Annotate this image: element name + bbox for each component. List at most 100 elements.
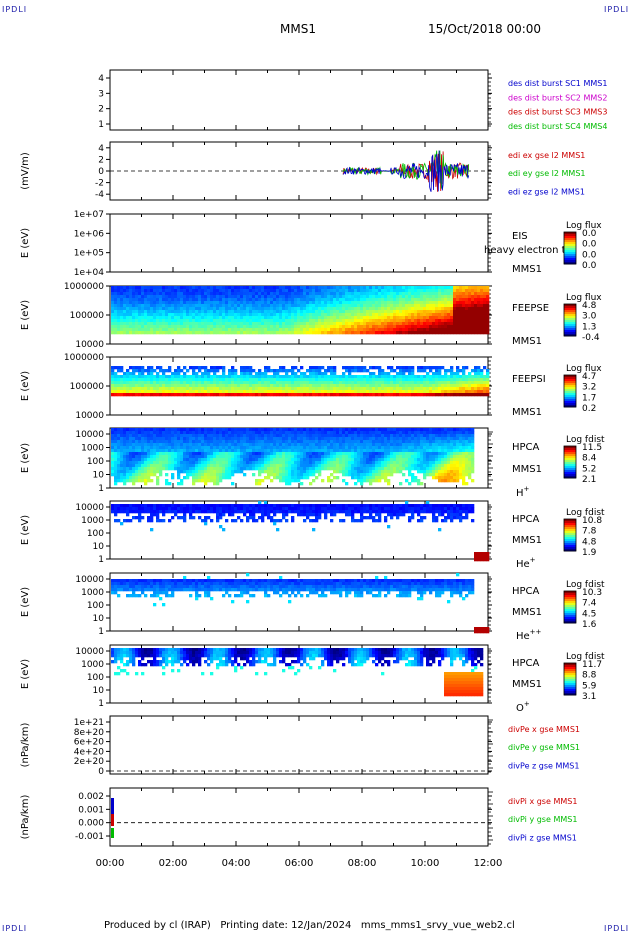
feepse-panel-cell [423,331,427,335]
feepse-panel-cell [306,289,310,293]
feepsi-panel-cell [168,366,172,370]
hpca_h-panel-cell [225,470,229,474]
hpca_h-panel-cell [111,467,115,471]
feepsi-panel-cell [219,378,223,382]
feepse-panel-cell [150,322,154,326]
hpca_h-panel-cell [333,446,337,450]
feepse-panel-cell [291,298,295,302]
hpca_h-panel-cell [345,434,349,438]
hpca_h-panel-cell [207,476,211,480]
hpca_h-panel-cell [360,449,364,453]
feepsi-panel-cell [279,390,283,394]
feepse-panel-cell [120,316,124,320]
feepse-panel-cell [228,295,232,299]
hpca_h-panel-cell [357,434,361,438]
hpca_h-panel-cell [186,461,190,465]
feepse-panel-cell [129,331,133,335]
feepsi-panel-cell [312,372,316,376]
feepse-panel-cell [249,298,253,302]
feepse-panel-cell [306,322,310,326]
hpca_h-panel-cell [297,476,301,480]
feepse-panel-cell [372,319,376,323]
feepsi-panel-colorbar-segment [564,387,576,390]
feepse-panel-cell [171,310,175,314]
feepsi-panel-cell [222,369,226,373]
feepse-panel-cell [249,295,253,299]
feepse-panel-cell [402,328,406,332]
hpca_h-panel-cell [333,461,337,465]
feepsi-panel-cell [285,390,289,394]
feepse-panel-cell [372,298,376,302]
hpca_h-panel-cell [306,455,310,459]
hpca_h-panel-cell [168,482,172,486]
efield-panel-ytick-label: 2 [98,155,104,165]
hpca_h-panel-cell [300,482,304,486]
feepse-panel-cell [165,316,169,320]
feepse-panel-cell [441,316,445,320]
feepsi-panel-cell [330,387,334,391]
hpca_h-panel-cell [204,455,208,459]
hpca_h-panel-cell [216,455,220,459]
hpca_h-panel-cell [195,434,199,438]
hpca_h-panel-cell [240,437,244,441]
feepse-panel-cell [264,301,268,305]
feepsi-panel-cell [417,384,421,388]
feepse-panel-cell [393,328,397,332]
feepse-panel-cell [231,301,235,305]
feepse-panel-cell [375,292,379,296]
feepse-panel-cell [177,325,181,329]
hpca_h-panel-cell [135,440,139,444]
feepsi-panel-cell [237,378,241,382]
feepse-panel-cell [378,319,382,323]
feepsi-panel-cell [294,384,298,388]
hpca_h-panel-cell [309,443,313,447]
feepsi-panel-cell [249,384,253,388]
feepsi-panel-cell [312,369,316,373]
hpca_h-panel-cell [120,467,124,471]
feepse-panel-cell [318,313,322,317]
feepsi-panel-cell [249,381,253,385]
hpca_h-panel-cell [171,452,175,456]
feepse-panel-cell [342,298,346,302]
feepsi-panel-cell [282,384,286,388]
hpca_h-panel-cell [213,458,217,462]
hpca_h-panel-cell [138,470,142,474]
feepse-panel-cell [273,313,277,317]
feepse-panel-cell [399,319,403,323]
hpca_h-panel-cell [195,449,199,453]
hpca_h-panel-cell [270,473,274,477]
feepsi-panel-cell [294,378,298,382]
feepsi-panel-cell [237,390,241,394]
hpca_h-panel-cell [234,452,238,456]
hpca_h-panel-cell [294,449,298,453]
feepsi-panel-cell [348,366,352,370]
feepse-panel-cell [192,301,196,305]
feepsi-panel-cell [246,369,250,373]
feepse-panel-cell [354,328,358,332]
feepse-panel-cell [462,325,466,329]
feepsi-panel-cell [234,381,238,385]
feepse-panel-cell [432,325,436,329]
feepse-panel-cell [180,292,184,296]
hpca_h-panel-cell [192,440,196,444]
feepse-panel-cell [327,313,331,317]
feepse-panel-cell [318,295,322,299]
feepsi-panel-cell [267,378,271,382]
hpca_h-panel-cell [147,428,151,432]
feepsi-panel-cell [267,387,271,391]
hpca_h-panel-cell [363,440,367,444]
feepse-panel-cell [324,292,328,296]
feepse-panel-cell [411,328,415,332]
hpca_h-panel-cell [126,437,130,441]
hpca_h-panel-cell [264,455,268,459]
hpca_h-panel-cell [363,437,367,441]
hpca_h-panel-cell [243,455,247,459]
feepse-panel-cell [177,286,181,290]
hpca_h-panel-cell [240,470,244,474]
hpca_h-panel-cell [282,455,286,459]
feepsi-panel-ytick-label: 10000 [75,411,104,421]
feepse-panel-cell [156,295,160,299]
feepse-panel-cell [318,286,322,290]
feepse-panel-cell [210,295,214,299]
feepse-panel-colorbar-segment [564,332,576,335]
